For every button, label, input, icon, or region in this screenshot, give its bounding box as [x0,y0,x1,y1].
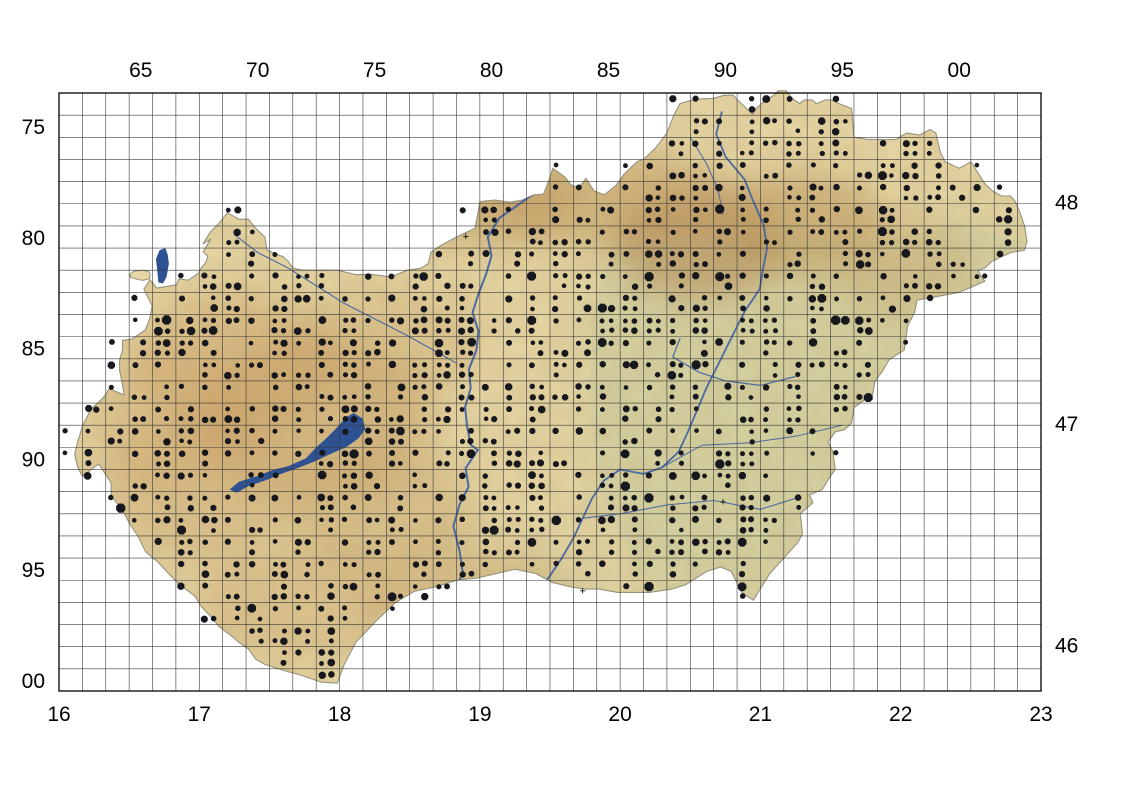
svg-text:85: 85 [22,338,45,361]
svg-text:22: 22 [889,703,912,726]
svg-text:23: 23 [1029,703,1052,726]
svg-text:85: 85 [597,59,620,82]
svg-text:75: 75 [22,116,45,139]
svg-text:+: + [720,497,726,509]
svg-text:95: 95 [831,59,854,82]
svg-text:48: 48 [1055,192,1078,215]
svg-text:90: 90 [714,59,737,82]
svg-text:+: + [579,585,585,597]
svg-text:46: 46 [1055,635,1078,658]
svg-text:70: 70 [246,59,269,82]
svg-text:75: 75 [363,59,386,82]
svg-text:80: 80 [22,227,45,250]
svg-text:90: 90 [22,448,45,471]
svg-text:95: 95 [22,559,45,582]
svg-text:17: 17 [188,703,211,726]
svg-text:19: 19 [468,703,491,726]
svg-text:18: 18 [328,703,351,726]
svg-text:65: 65 [129,59,152,82]
svg-text:20: 20 [608,703,631,726]
svg-text:16: 16 [47,703,70,726]
svg-text:00: 00 [948,59,971,82]
svg-text:47: 47 [1055,413,1078,436]
svg-text:80: 80 [480,59,503,82]
svg-text:21: 21 [749,703,772,726]
svg-text:00: 00 [22,670,45,693]
svg-text:+: + [463,231,469,243]
